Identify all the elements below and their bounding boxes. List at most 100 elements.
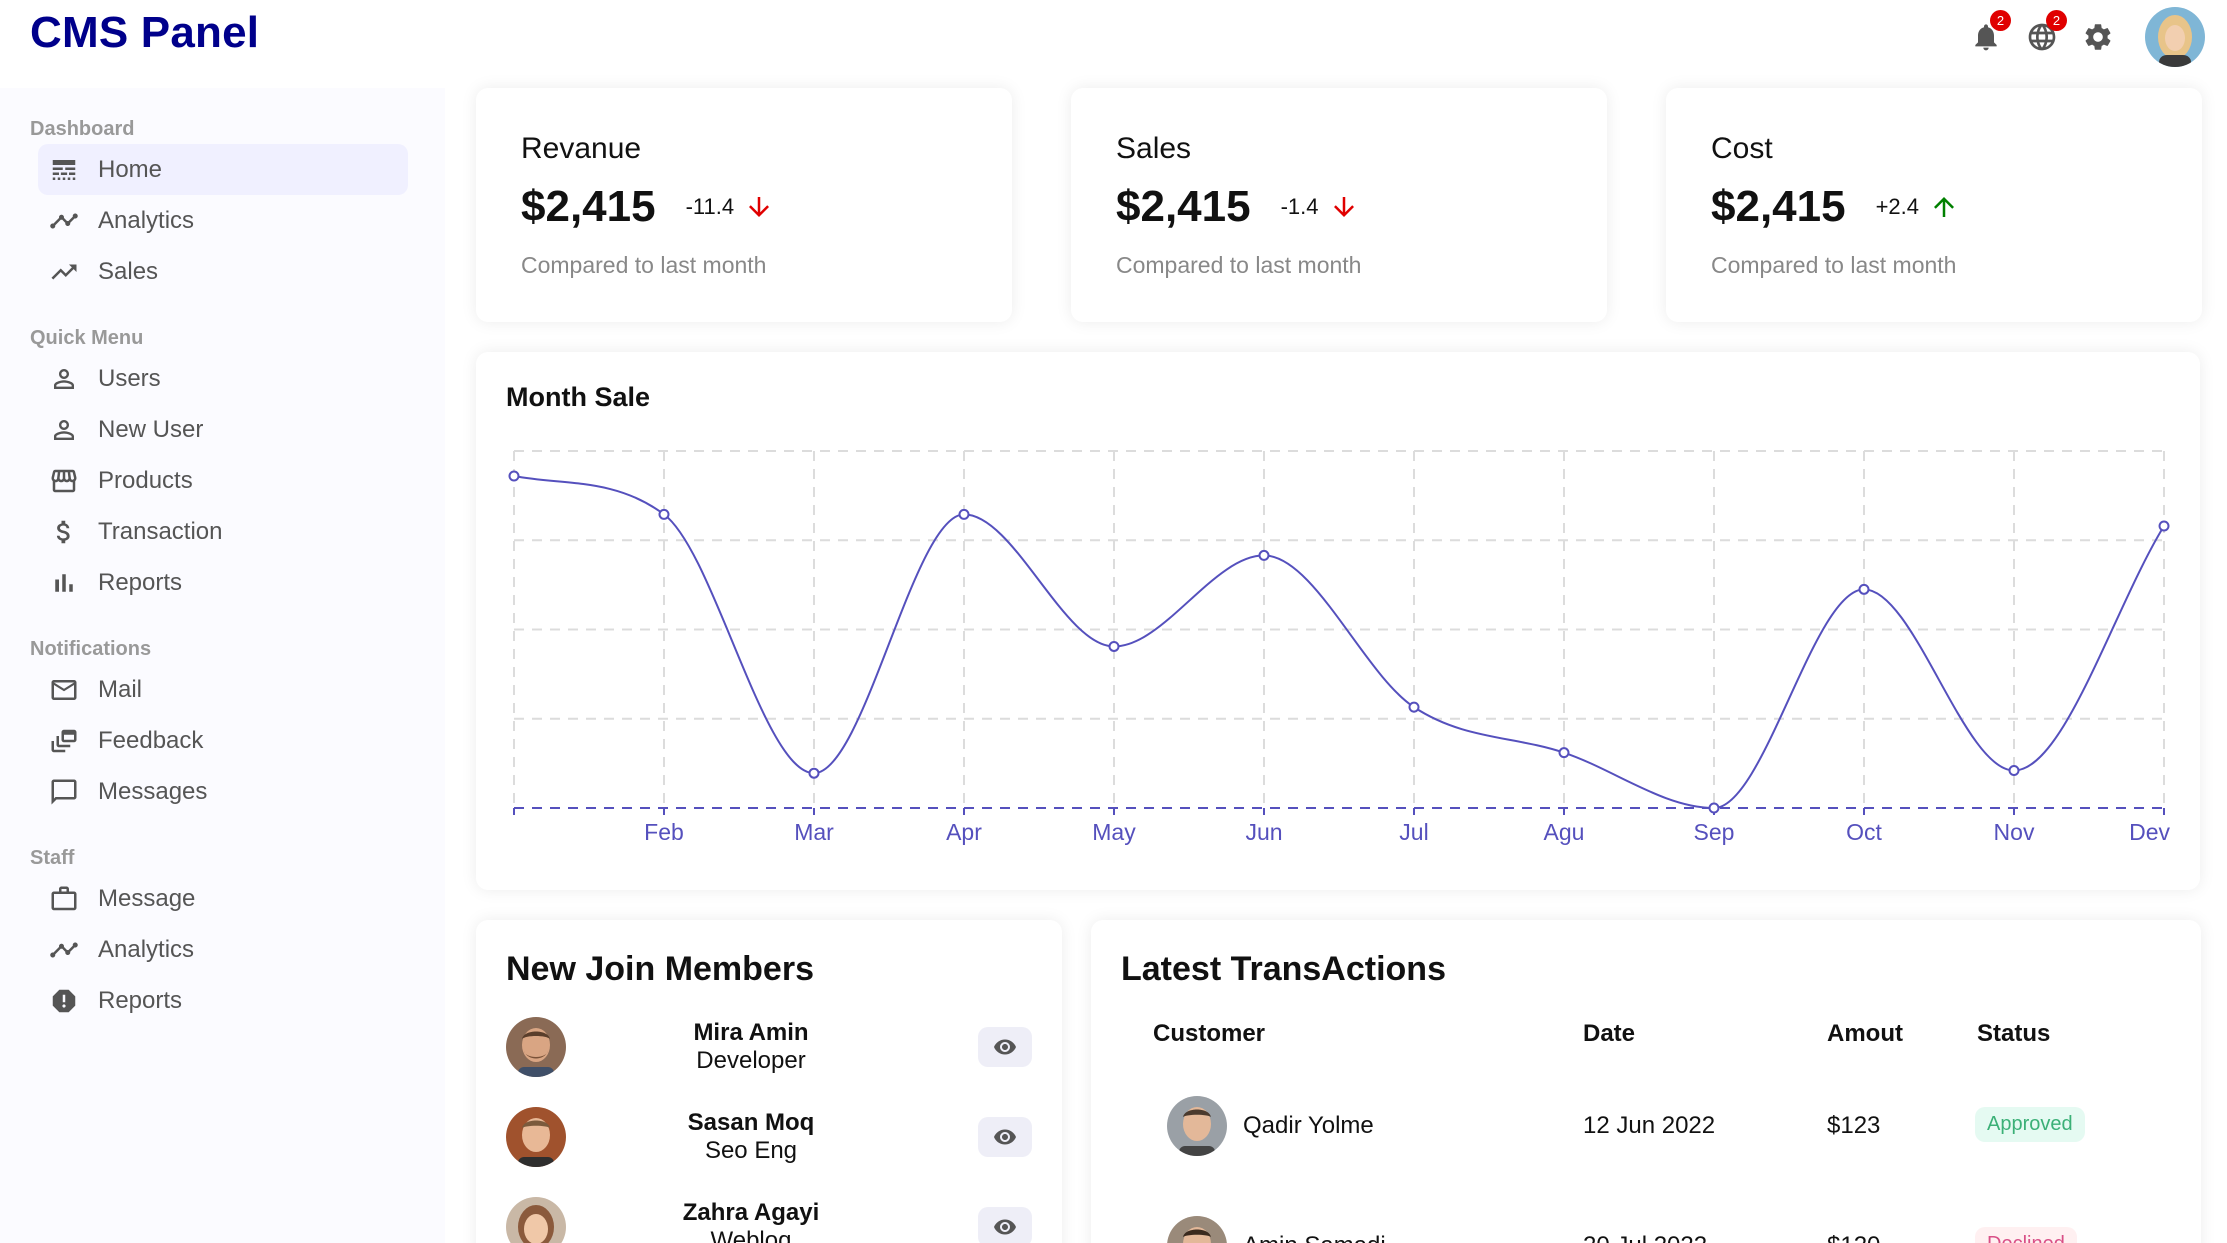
display-button[interactable] — [978, 1207, 1032, 1243]
display-button[interactable] — [978, 1027, 1032, 1067]
x-axis-tick-label: Dev — [2129, 819, 2170, 845]
featured-rate-value: +2.4 — [1875, 194, 1920, 219]
featured-rate: -1.4 — [1281, 192, 1359, 222]
featured-rate-value: -11.4 — [685, 194, 735, 219]
sidebar-section-staff: Staff — [30, 847, 75, 869]
timeline-icon — [48, 934, 80, 966]
sidebar-item-messages[interactable]: Messages — [38, 766, 408, 817]
bell-icon — [1975, 24, 1997, 51]
data-point — [808, 767, 820, 779]
member-row: Mira Amin Developer — [506, 1016, 1032, 1078]
sidebar-item-label: Message — [98, 884, 196, 912]
featured-title: Sales — [1116, 132, 1192, 165]
settings-button[interactable] — [2081, 20, 2115, 54]
member-role: Webloq — [710, 1227, 792, 1243]
sidebar-item-label: Analytics — [98, 206, 195, 234]
customer-name: Amin Samadi — [1243, 1232, 1386, 1243]
sidebar-item-label: Messages — [98, 777, 208, 805]
transactions-title: Latest TransActions — [1121, 950, 1446, 988]
x-axis-tick-label: Feb — [644, 819, 684, 845]
user-outline-icon — [48, 414, 80, 446]
eye-icon — [994, 1039, 1016, 1055]
top-right-icons: 2 2 — [1969, 4, 2205, 70]
data-point — [1258, 549, 1270, 561]
language-badge: 2 — [2046, 10, 2067, 31]
column-header-status: Status — [1977, 1020, 2051, 1047]
x-axis-tick-label: Agu — [1544, 819, 1585, 845]
arrow-up-icon — [1934, 197, 1955, 217]
data-point — [1558, 747, 1570, 759]
featured-money: $2,415 — [1711, 182, 1846, 231]
column-header-date: Date — [1583, 1020, 1636, 1047]
sidebar-item-mail[interactable]: Mail — [38, 664, 408, 715]
status-badge-approved[interactable]: Approved — [1975, 1107, 2085, 1142]
user-outline-icon — [48, 363, 80, 395]
sidebar-item-staff-analytics[interactable]: Analytics — [38, 924, 408, 975]
sidebar-item-sales[interactable]: Sales — [38, 246, 408, 297]
member-avatar — [506, 1107, 566, 1167]
sidebar-item-label: Products — [98, 466, 193, 494]
sidebar-item-label: Transaction — [98, 517, 223, 545]
series-line — [513, 475, 2165, 810]
featured-title: Revanue — [521, 132, 642, 165]
data-point — [658, 508, 670, 520]
sidebar-item-label: Sales — [98, 257, 159, 285]
sidebar-item-home[interactable]: Home — [38, 144, 408, 195]
member-avatar — [506, 1197, 566, 1243]
x-axis-tick-label: Jul — [1399, 819, 1428, 845]
sidebar-item-analytics[interactable]: Analytics — [38, 195, 408, 246]
x-axis-tick-label: May — [1092, 819, 1136, 845]
dollar-icon — [48, 516, 80, 548]
data-point — [2158, 520, 2170, 532]
data-point — [1108, 640, 1120, 652]
sidebar-item-staff-reports[interactable]: Reports — [38, 975, 408, 1026]
sidebar-section-notifications: Notifications — [30, 638, 152, 660]
featured-sub: Compared to last month — [521, 252, 767, 278]
sidebar-item-reports[interactable]: Reports — [38, 557, 408, 608]
transaction-amount: $123 — [1827, 1112, 1881, 1139]
status-badge-declined[interactable]: Declined — [1975, 1227, 2077, 1243]
sidebar-item-new-user[interactable]: New User — [38, 404, 408, 455]
topbar: CMS Panel 2 2 — [0, 0, 2227, 84]
members-title: New Join Members — [506, 950, 814, 988]
chart-title: Month Sale — [506, 382, 651, 412]
featured-rate-value: -1.4 — [1280, 194, 1319, 219]
x-axis-tick-label: Mar — [794, 819, 834, 845]
featured-card-cost: Cost $2,415 +2.4 Compared to last month — [1666, 88, 2202, 322]
sidebar-section-quick-menu: Quick Menu — [30, 327, 144, 349]
storefront-icon — [48, 465, 80, 497]
data-point — [508, 470, 520, 482]
featured-card-sales: Sales $2,415 -1.4 Compared to last month — [1071, 88, 1607, 322]
member-row: Sasan Moq Seo Eng — [506, 1106, 1032, 1168]
latest-transactions-widget: Latest TransActions Customer Date Amout … — [1091, 920, 2201, 1243]
sidebar-section-dashboard: Dashboard — [30, 118, 135, 140]
x-axis-tick-label: Nov — [1994, 819, 2035, 845]
sidebar-item-products[interactable]: Products — [38, 455, 408, 506]
member-name: Zahra Agayi — [682, 1199, 820, 1226]
data-point — [1858, 583, 1870, 595]
display-button[interactable] — [978, 1117, 1032, 1157]
app-logo[interactable]: CMS Panel — [30, 8, 260, 57]
sidebar-item-label: Mail — [98, 675, 143, 703]
language-button[interactable]: 2 — [2025, 10, 2067, 54]
sidebar-item-feedback[interactable]: Feedback — [38, 715, 408, 766]
x-axis-tick-label: Oct — [1846, 819, 1882, 845]
sidebar-item-transaction[interactable]: Transaction — [38, 506, 408, 557]
notifications-badge: 2 — [1990, 10, 2011, 31]
member-role: Seo Eng — [704, 1137, 798, 1164]
sidebar: Dashboard Home Analytics Sales Quick Men… — [0, 88, 445, 1243]
notifications-button[interactable]: 2 — [1969, 10, 2011, 54]
sidebar-item-users[interactable]: Users — [38, 353, 408, 404]
sidebar-item-label: Analytics — [98, 935, 195, 963]
chat-bubble-icon — [48, 776, 80, 808]
line-style-icon — [48, 154, 80, 186]
trending-up-icon — [48, 256, 80, 288]
work-outline-icon — [48, 883, 80, 915]
featured-rate: +2.4 — [1876, 192, 1959, 222]
sidebar-item-staff-message[interactable]: Message — [38, 873, 408, 924]
data-point — [1708, 802, 1720, 814]
customer-name: Qadir Yolme — [1243, 1112, 1374, 1139]
sidebar-item-label: Feedback — [98, 726, 204, 754]
user-avatar[interactable] — [2145, 7, 2205, 67]
data-point — [2008, 765, 2020, 777]
